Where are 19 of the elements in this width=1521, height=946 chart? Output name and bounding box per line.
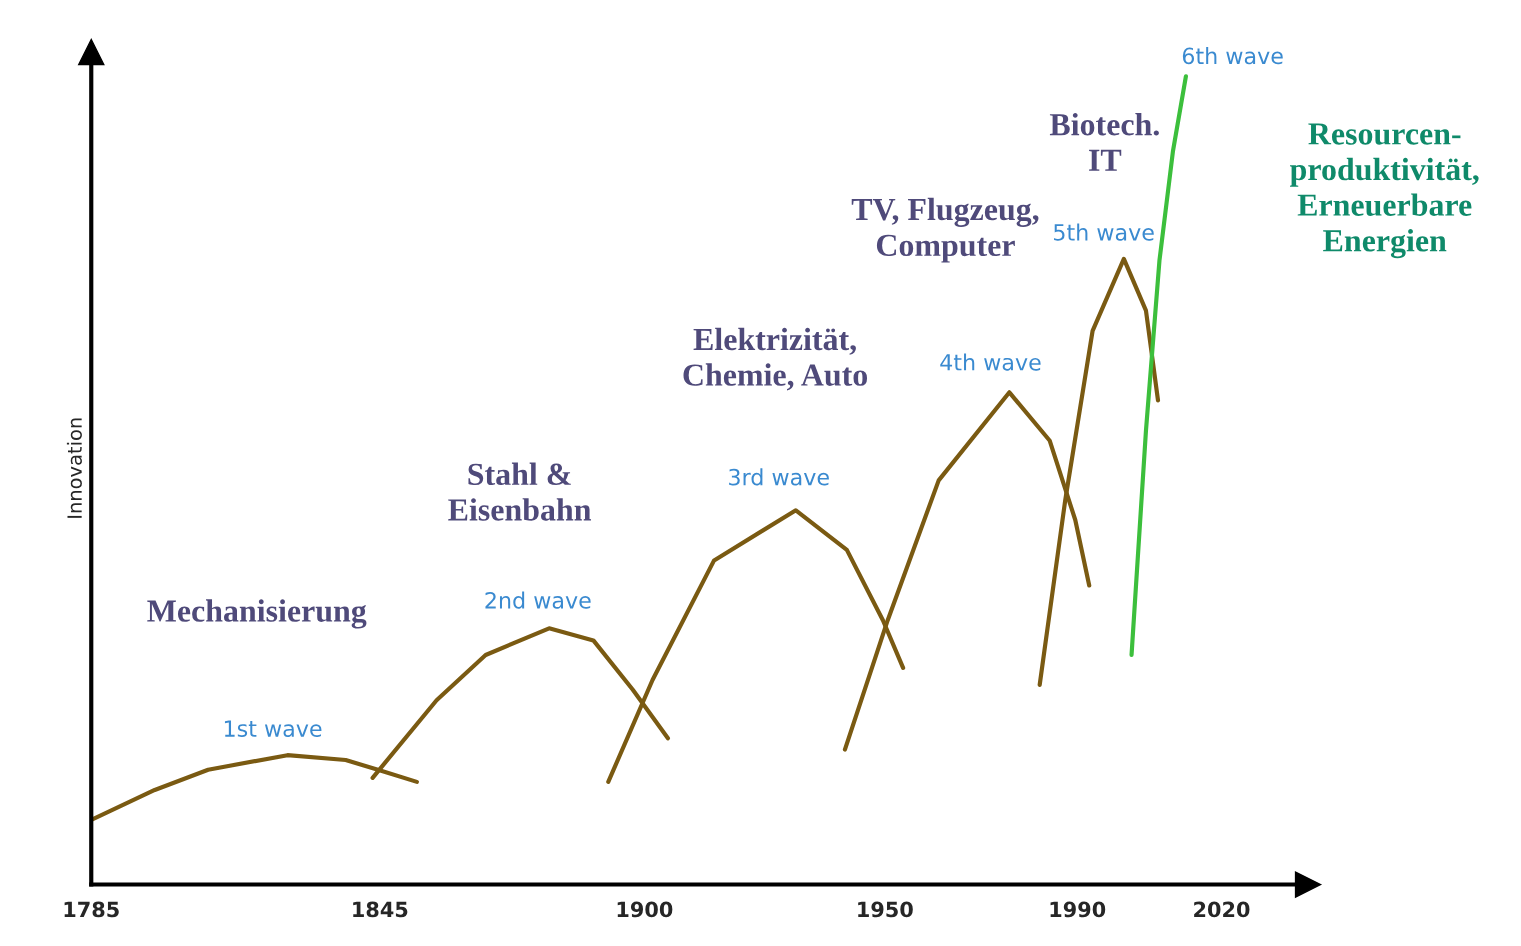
y-axis-title: Innovation	[66, 418, 82, 518]
annotation: Biotech. IT	[1049, 112, 1159, 171]
x-tick-label: 1785	[64, 901, 119, 918]
x-tick-label: 1845	[353, 901, 408, 918]
annotation: 1st wave	[224, 720, 322, 737]
annotation: 5th wave	[1054, 223, 1154, 241]
annotation: Mechanisierung	[147, 599, 367, 629]
annotation: 4th wave	[940, 353, 1041, 371]
x-tick-label: 2020	[1194, 901, 1250, 918]
x-tick-label: 1990	[1050, 901, 1106, 918]
annotation: 3rd wave	[729, 468, 829, 486]
annotation: Elektrizität, Chemie, Auto	[683, 327, 868, 391]
text: 6th wave	[1182, 47, 1283, 65]
x-tick-label: 1900	[617, 901, 673, 918]
annotation: Stahl & Eisenbahn	[448, 462, 592, 521]
annotation: TV, Flugzeug, Computer	[851, 197, 1039, 263]
annotation: 2nd wave	[485, 591, 591, 609]
x-tick-label: 1950	[858, 901, 913, 918]
annotation: Resourcen- produktivität, Erneuerbare Energien	[1290, 123, 1479, 259]
